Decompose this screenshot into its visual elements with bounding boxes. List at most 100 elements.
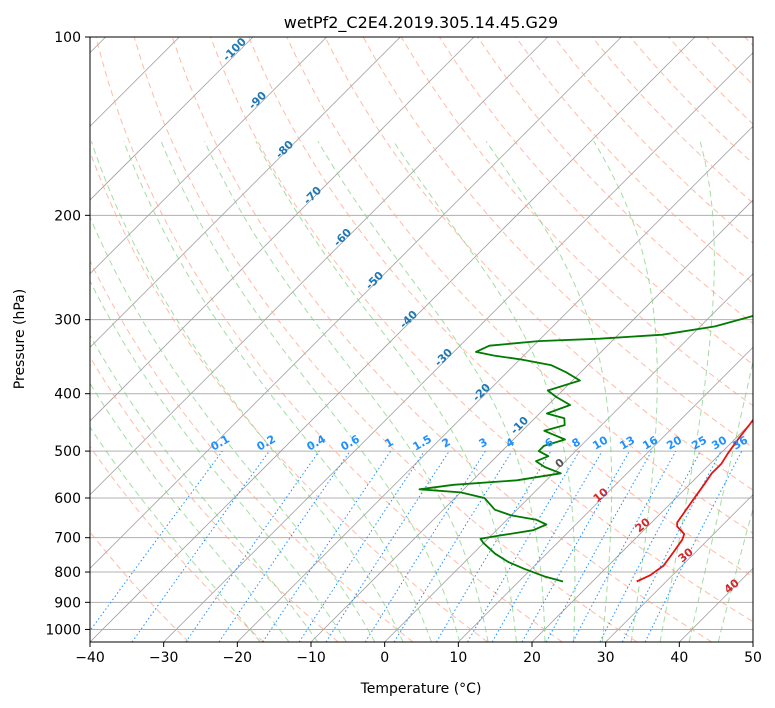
- mixing-ratio-label: 10: [590, 433, 610, 452]
- dry-adiabat-line: [90, 356, 339, 642]
- isotherm-line: [163, 52, 753, 642]
- mixing-ratio-label: 0.4: [305, 432, 329, 453]
- dry-adiabat-line: [171, 37, 712, 642]
- chart-title: wetPf2_C2E4.2019.305.14.45.G29: [284, 13, 558, 33]
- dry-adiabat-label: -30: [432, 346, 455, 369]
- dry-adiabat-line: [248, 37, 753, 578]
- moist-adiabat-line: [90, 334, 319, 642]
- moist-adiabat-label: 30: [676, 545, 696, 565]
- mixing-ratio-label: 0.1: [209, 432, 232, 453]
- isotherm-line: [458, 346, 753, 642]
- y-axis: 100 200 300 400 500 600 700 800 900 1000: [45, 30, 90, 638]
- dry-adiabat-label: -80: [273, 138, 296, 161]
- dry-adiabat-label: -10: [508, 414, 531, 437]
- mixing-ratio-line: [521, 450, 630, 642]
- moist-adiabat-line: [160, 141, 461, 642]
- y-axis-title: Pressure (hPa): [12, 289, 28, 389]
- mixing-ratio-line: [218, 450, 351, 642]
- dry-adiabat-line: [90, 531, 190, 642]
- moist-adiabat-line: [659, 141, 715, 642]
- mixing-ratio-line: [644, 450, 743, 642]
- isotherm-line: [605, 494, 753, 642]
- isotherm-line: [90, 37, 475, 422]
- moist-adiabat-label: 20: [633, 515, 653, 535]
- isotherm-line: [90, 37, 254, 201]
- mixing-ratio-label: 0.2: [255, 432, 278, 453]
- dry-adiabat-label: -40: [397, 308, 420, 331]
- moist-adiabat-line: [255, 141, 517, 642]
- y-tick-label: 700: [54, 531, 81, 547]
- x-tick-label: 30: [597, 650, 615, 666]
- mixing-ratio-line: [545, 450, 653, 642]
- mixing-ratio-label: 36: [730, 433, 750, 452]
- mixing-ratio-line: [393, 450, 513, 642]
- x-tick-label: −30: [149, 650, 179, 666]
- isotherm-line: [237, 125, 753, 642]
- y-tick-label: 400: [54, 387, 81, 403]
- mixing-ratio-line: [262, 450, 392, 642]
- isotherm-line: [384, 273, 753, 642]
- dry-adiabat-label: -60: [331, 226, 354, 249]
- x-tick-label: 10: [449, 650, 467, 666]
- mixing-ratio-label: 8: [570, 435, 583, 450]
- mixing-ratio-label: 1.5: [411, 432, 434, 453]
- dry-adiabat-line: [515, 37, 753, 284]
- mixing-ratio-line: [325, 450, 450, 642]
- series-layer: [418, 315, 753, 583]
- mixing-ratio-label: 20: [664, 433, 684, 452]
- dry-adiabat-label: -50: [363, 269, 386, 292]
- isotherm-line: [90, 37, 327, 275]
- mixing-ratio-line: [298, 450, 425, 642]
- mixing-ratio-label: 3: [477, 435, 490, 450]
- moist-adiabat-line: [90, 382, 290, 642]
- moist-adiabat-line: [485, 141, 613, 642]
- moist-adiabat-label: 0: [553, 456, 567, 471]
- isotherm-line: [90, 37, 696, 642]
- x-tick-label: 50: [744, 650, 762, 666]
- isotherm-line: [310, 199, 753, 642]
- plot-frame: [89, 36, 754, 643]
- moist-adiabat-line: [204, 141, 489, 642]
- x-tick-label: 40: [670, 650, 688, 666]
- moist-adiabat-line: [123, 141, 432, 642]
- isotherm-line: [90, 37, 622, 569]
- isotherm-line: [90, 37, 401, 348]
- x-axis: −40 −30 −20 −10 0 10 20 30 40 50: [75, 642, 762, 666]
- annotation-layer: -100 -90 -80-70 -60 -50 -40 -30 -20 -10 0.1 0.2 0.4…: [209, 37, 751, 596]
- moist-adiabat-line: [90, 279, 347, 642]
- dry-adiabat-line: [477, 37, 753, 325]
- dry-adiabat-line: [95, 37, 563, 642]
- mixing-ratio-label: 13: [617, 434, 637, 453]
- dry-adiabat-line: [210, 37, 753, 623]
- mixing-ratio-line: [572, 450, 677, 642]
- mixing-ratio-label: 30: [709, 433, 729, 452]
- mixing-ratio-label: 2: [440, 435, 453, 450]
- moist-adiabat-line: [688, 358, 753, 642]
- x-axis-title: Temperature (°C): [360, 681, 482, 697]
- y-tick-label: 600: [54, 491, 81, 507]
- isotherm-line: [90, 37, 548, 496]
- y-tick-label: 800: [54, 565, 81, 581]
- y-tick-label: 1000: [45, 622, 81, 638]
- dry-adiabat-line: [286, 37, 753, 534]
- dry-adiabat-line: [90, 259, 414, 642]
- x-tick-label: 20: [523, 650, 541, 666]
- y-tick-label: 500: [54, 444, 81, 460]
- dewpoint-profile-line: [418, 315, 753, 583]
- y-tick-label: 300: [54, 313, 81, 329]
- mixing-ratio-label: 25: [689, 434, 709, 453]
- mixing-ratio-line: [185, 450, 320, 642]
- mixing-ratio-label: 1: [383, 435, 396, 450]
- x-tick-label: −40: [75, 650, 105, 666]
- moist-adiabat-line: [90, 141, 404, 642]
- mixing-ratio-line: [131, 450, 270, 642]
- x-tick-label: −20: [223, 650, 253, 666]
- isotherm-line: [531, 420, 753, 642]
- dry-adiabat-label: -90: [246, 89, 269, 112]
- dry-adiabat-line: [90, 445, 264, 642]
- moist-adiabat-label: 40: [722, 576, 742, 596]
- dry-adiabat-line: [90, 150, 488, 642]
- x-tick-label: −10: [296, 650, 326, 666]
- moist-adiabat-line: [90, 215, 376, 642]
